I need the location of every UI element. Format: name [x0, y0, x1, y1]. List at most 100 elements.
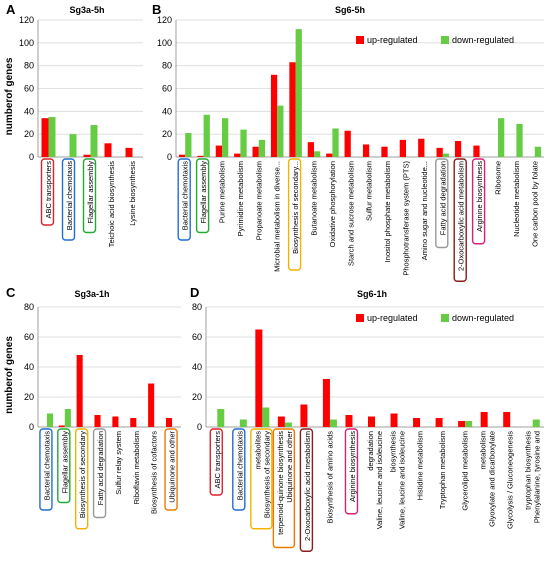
panel-title-a: Sg3a-5h: [69, 5, 104, 15]
x-tick-label: Bacterial chemotaxis: [181, 161, 190, 230]
x-tick-label: 2-Oxocarboxylic acid metabolism: [303, 431, 312, 541]
y-tick-label: 0: [167, 152, 172, 162]
category-highlight-box: [453, 158, 467, 282]
bar-down-regulated: [64, 409, 71, 427]
x-tick-label: Microbial metabolism in diverse...: [273, 161, 282, 272]
x-tick-label: Riboflavin metabolism: [132, 431, 141, 504]
bar-down-regulated: [90, 125, 98, 157]
x-tick-label: Fatty acid degradation: [96, 431, 105, 505]
x-tick-label: Biosynthesis of amino acids: [325, 431, 334, 524]
y-tick-label: 20: [192, 392, 202, 402]
y-tick-label: 60: [192, 332, 202, 342]
y-tick-label: 20: [24, 129, 34, 139]
bar-down-regulated: [532, 419, 540, 427]
x-tick-label: Valine, leucine and isoleucinedegradatio…: [366, 431, 384, 529]
bar-up-regulated: [277, 416, 285, 427]
bar-up-regulated: [418, 138, 425, 157]
legend-label-up: up-regulated: [367, 35, 418, 45]
legend-label-down: down-regulated: [452, 35, 514, 45]
chart-b: 0 20 40 60 80 100 120 Bacterial chemotaxis Flage…: [157, 15, 544, 282]
bar-up-regulated: [148, 383, 155, 427]
legend-b: up-regulated down-regulated: [356, 35, 514, 45]
bar-up-regulated: [480, 412, 488, 427]
bar-down-regulated: [46, 413, 54, 427]
bar-up-regulated: [345, 415, 353, 427]
bar-down-regulated: [465, 421, 473, 427]
x-tick-label: Teichoic acid biosynthesis: [107, 161, 116, 248]
x-tick-label: Biosynthesis of cofactors: [150, 431, 159, 514]
y-tick-label: 80: [24, 61, 34, 71]
x-tick-label: One carbon pool by folate: [530, 161, 539, 247]
bar-up-regulated: [215, 145, 222, 157]
y-tick-label: 80: [24, 302, 34, 312]
x-tick-label: Nucleotide metabolism: [512, 161, 521, 237]
x-tick-label: Biosynthesis of secondarymetabolites: [253, 431, 271, 518]
bar-up-regulated: [83, 154, 91, 157]
category-highlight-box: [74, 428, 89, 530]
x-tick-label: Arginine biosynthesis: [475, 161, 484, 232]
bar-down-regulated: [203, 114, 210, 157]
category-highlight-box: [272, 428, 296, 549]
bar-up-regulated: [326, 153, 333, 157]
bar-up-regulated: [381, 146, 388, 157]
bar-up-regulated: [473, 145, 480, 157]
bar-down-regulated: [329, 419, 337, 427]
x-tick-label: Inositol phosphate metabolism: [383, 161, 392, 262]
bar-up-regulated: [503, 412, 511, 427]
category-highlight-box: [39, 428, 53, 511]
x-tick-label: Purine metabolism: [218, 161, 227, 223]
bar-up-regulated: [307, 142, 314, 157]
bar-down-regulated: [217, 409, 225, 427]
y-tick-label: 80: [162, 61, 172, 71]
x-tick-label: Bacterial chemotaxis: [65, 161, 74, 230]
x-tick-label: Butanoate metabolism: [310, 161, 319, 236]
bar-down-regulated: [498, 118, 505, 157]
bar-down-regulated: [239, 419, 247, 427]
x-tick-label: Biosynthesis of secondary: [78, 431, 87, 518]
bar-up-regulated: [41, 118, 49, 157]
category-highlight-box: [232, 428, 246, 511]
x-tick-label: Sulfur relay system: [114, 431, 123, 495]
x-tick-label: Arginine biosynthesis: [348, 431, 357, 502]
panel-letter-d: D: [190, 285, 199, 300]
bar-down-regulated: [284, 422, 292, 427]
bar-down-regulated: [277, 105, 284, 157]
bar-up-regulated: [458, 421, 466, 427]
bar-up-regulated: [252, 146, 259, 157]
bar-up-regulated: [178, 154, 186, 157]
panel-letter-b: B: [152, 2, 161, 17]
y-tick-label: 100: [19, 38, 34, 48]
x-tick-label: Ubiquinone and other: [168, 431, 177, 503]
y-tick-label: 60: [24, 332, 34, 342]
x-tick-label: Ubiquinone and otherterpenoid-quinone bi…: [276, 431, 294, 535]
y-tick-label: 40: [192, 362, 202, 372]
x-tick-label: Glycerolipid metabolism: [461, 431, 470, 511]
y-tick-label: 40: [162, 106, 172, 116]
panel-d: D Sg6-1h 0 20 40 60 80 ABC transporters Bacter…: [190, 285, 544, 552]
legend-swatch-down: [441, 314, 449, 322]
category-highlight-box: [287, 158, 302, 271]
legend-swatch-up: [356, 36, 364, 44]
y-tick-label: 20: [24, 392, 34, 402]
chart-a: 0 20 40 60 80 100 120 numberof genes ABC transpo…: [4, 15, 143, 247]
x-tick-label: Glyoxylate and dicarboxylatemetabolism: [479, 431, 497, 527]
y-tick-label: 0: [29, 152, 34, 162]
category-highlight-box: [82, 158, 97, 234]
chart-c: 0 20 40 60 80 numberof genes Bacterial chemota…: [4, 302, 181, 530]
category-highlight-box: [435, 158, 449, 249]
y-tick-label: 120: [19, 15, 34, 25]
bar-up-regulated: [390, 413, 398, 427]
category-highlight-box: [57, 428, 71, 504]
bar-down-regulated: [534, 146, 542, 157]
bar-up-regulated: [94, 415, 101, 427]
bar-down-regulated: [295, 29, 302, 158]
bar-up-regulated: [289, 62, 296, 157]
category-highlight-box: [344, 428, 359, 515]
category-highlight-box: [164, 428, 178, 511]
x-tick-label: Valine, leucine and isoleucinebiosynthes…: [389, 431, 407, 530]
x-tick-label: Bacterial chemotaxis: [42, 431, 51, 500]
bar-up-regulated: [300, 404, 308, 427]
category-highlight-box: [209, 428, 223, 496]
y-tick-label: 40: [24, 362, 34, 372]
y-tick-label: 0: [29, 422, 34, 432]
